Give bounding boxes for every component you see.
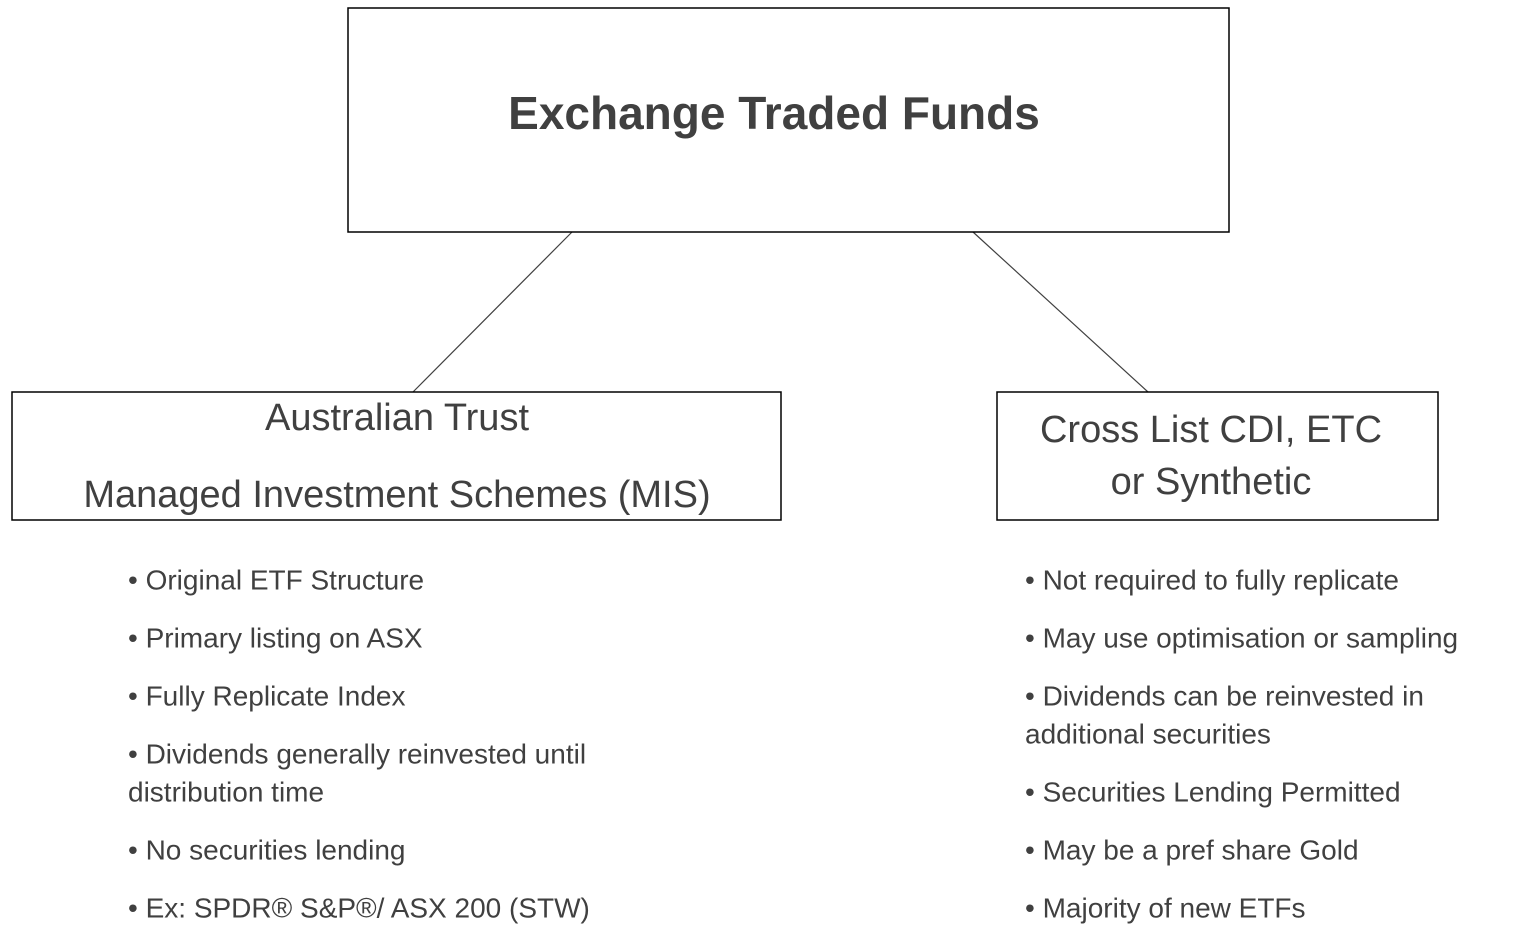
branch-box [11,391,782,521]
connector [972,231,1149,393]
branch-label: Australian Trust [265,397,529,439]
root-box [347,7,1230,233]
bullet-text: • Fully Replicate Index [128,680,405,711]
bullet-text: • Ex: SPDR® S&P®/ ASX 200 (STW) [128,892,590,923]
branch-box [996,391,1439,521]
bullet-text: additional securities [1025,718,1271,749]
bullet-text: • Primary listing on ASX [128,622,423,653]
bullet-text: • May be a pref share Gold [1025,834,1359,865]
bullet-text: • Not required to fully replicate [1025,564,1399,595]
branch-label: Managed Investment Schemes (MIS) [83,474,710,516]
bullet-text: • Securities Lending Permitted [1025,776,1401,807]
branch-label: or Synthetic [1111,461,1312,503]
bullet-text: • Dividends generally reinvested until [128,738,586,769]
bullet-text: • No securities lending [128,834,406,865]
branch-label: Cross List CDI, ETC [1040,409,1382,451]
bullet-text: • May use optimisation or sampling [1025,622,1458,653]
root-title: Exchange Traded Funds [508,87,1040,139]
bullet-text: • Original ETF Structure [128,564,424,595]
bullet-text: distribution time [128,776,324,807]
bullet-text: • Dividends can be reinvested in [1025,680,1424,711]
connector [412,231,573,393]
bullet-text: • Majority of new ETFs [1025,892,1306,923]
